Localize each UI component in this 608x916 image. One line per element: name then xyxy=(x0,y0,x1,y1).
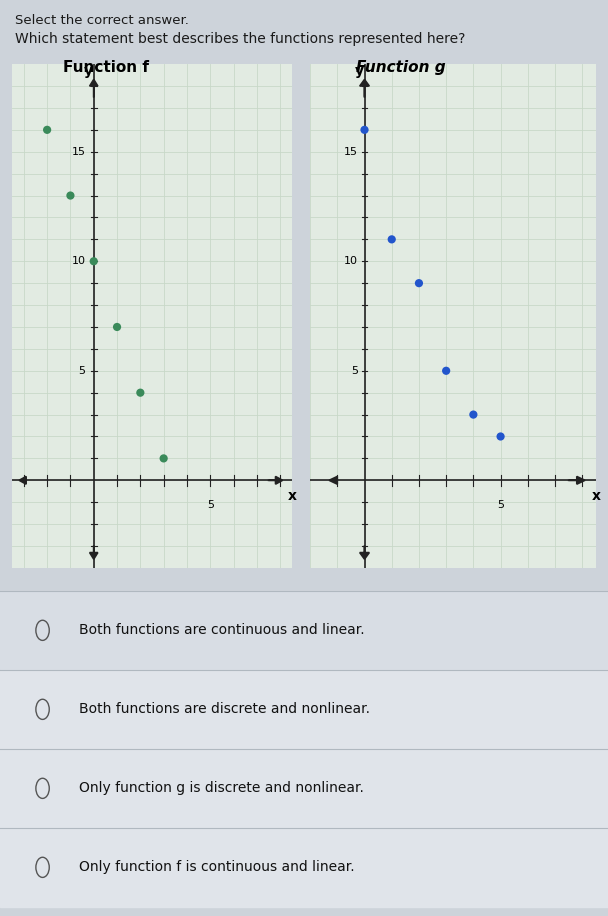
Text: x: x xyxy=(288,488,296,503)
Text: 10: 10 xyxy=(344,256,358,267)
FancyArrow shape xyxy=(568,476,585,485)
Text: 5: 5 xyxy=(351,365,358,376)
Text: y: y xyxy=(83,64,92,78)
Text: y: y xyxy=(354,64,364,78)
FancyArrow shape xyxy=(360,546,369,559)
Point xyxy=(66,188,75,202)
Text: x: x xyxy=(592,488,600,503)
Point xyxy=(159,451,168,465)
FancyArrow shape xyxy=(360,80,369,97)
FancyArrow shape xyxy=(269,476,283,485)
Text: 15: 15 xyxy=(344,147,358,157)
Text: 15: 15 xyxy=(72,147,86,157)
FancyArrow shape xyxy=(329,476,337,485)
Text: 5: 5 xyxy=(207,500,214,510)
Point xyxy=(136,386,145,400)
Text: Both functions are continuous and linear.: Both functions are continuous and linear… xyxy=(79,623,365,638)
Text: Only function f is continuous and linear.: Only function f is continuous and linear… xyxy=(79,860,354,875)
Point xyxy=(441,364,451,378)
Point xyxy=(360,123,370,137)
Point xyxy=(496,430,505,444)
Text: Function f: Function f xyxy=(63,60,150,74)
FancyArrow shape xyxy=(19,476,26,485)
Point xyxy=(387,232,396,246)
Text: Function g: Function g xyxy=(356,60,446,74)
Text: Select the correct answer.: Select the correct answer. xyxy=(15,14,189,27)
Point xyxy=(112,320,122,334)
Text: 10: 10 xyxy=(72,256,86,267)
Text: Which statement best describes the functions represented here?: Which statement best describes the funct… xyxy=(15,32,466,46)
Text: Both functions are discrete and nonlinear.: Both functions are discrete and nonlinea… xyxy=(79,703,370,716)
FancyArrow shape xyxy=(89,80,98,97)
Point xyxy=(469,408,478,422)
Text: 5: 5 xyxy=(497,500,504,510)
Point xyxy=(414,276,424,290)
FancyArrow shape xyxy=(89,546,98,559)
Text: 5: 5 xyxy=(78,365,86,376)
Point xyxy=(89,254,98,268)
Text: Only function g is discrete and nonlinear.: Only function g is discrete and nonlinea… xyxy=(79,781,364,795)
Point xyxy=(42,123,52,137)
